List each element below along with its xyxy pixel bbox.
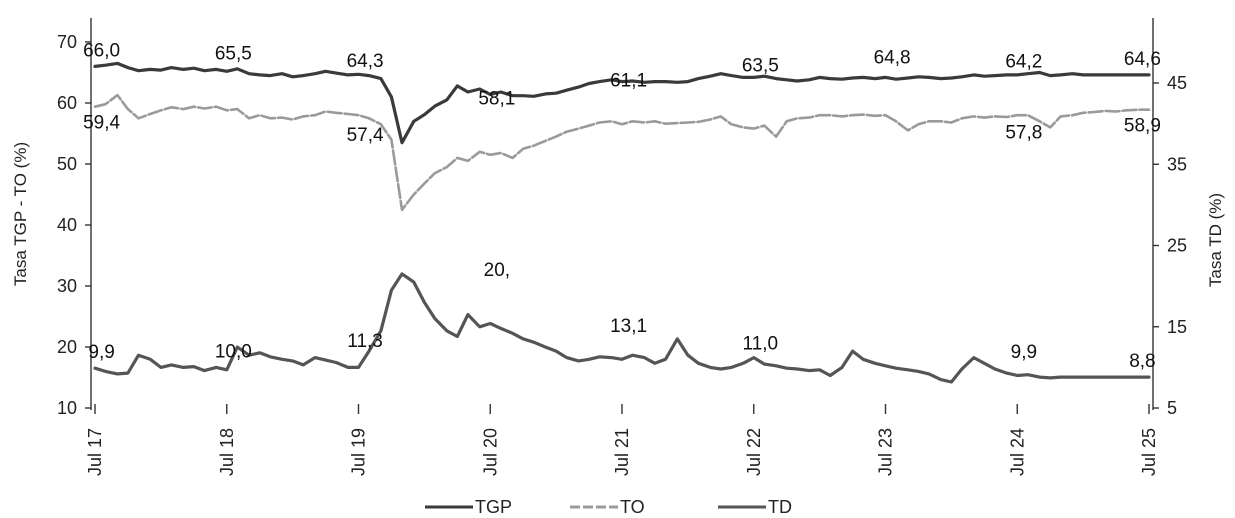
x-axis-ticks: Jul 17 Jul 18 Jul 19 Jul 20 Jul 21 Jul 22 Jul …: [85, 404, 1159, 476]
data-label-tgp: 61,1: [610, 70, 647, 91]
data-label-to: 57,8: [1005, 122, 1042, 143]
left-axis-title: Tasa TGP - TO (%): [11, 142, 30, 286]
left-tick-label: 60: [57, 93, 77, 113]
right-tick-label: 5: [1167, 398, 1177, 418]
left-tick-label: 10: [57, 398, 77, 418]
right-tick-label: 15: [1167, 317, 1187, 337]
right-tick-label: 25: [1167, 236, 1187, 256]
data-label-to: 59,4: [83, 113, 120, 134]
right-axis-title: Tasa TD (%): [1206, 193, 1225, 287]
x-tick-label: Jul 18: [217, 428, 237, 476]
right-tick-label: 35: [1167, 154, 1187, 174]
data-label-td: 11,0: [743, 333, 779, 354]
x-tick-label: Jul 17: [85, 428, 105, 476]
data-label-tgp: 63,5: [742, 56, 779, 77]
legend: TGP TO TD: [425, 497, 792, 517]
right-y-ticks: 5 15 25 35 45: [1153, 73, 1187, 418]
data-label-tgp: 64,6: [1124, 49, 1161, 70]
left-y-ticks: 10 20 30 40 50 60 70: [57, 32, 91, 418]
x-tick-label: Jul 21: [612, 428, 632, 476]
series-line-td: [93, 272, 1151, 384]
left-tick-label: 40: [57, 215, 77, 235]
series-lines: [93, 61, 1151, 384]
x-tick-label: Jul 20: [480, 428, 500, 476]
series-line-tgp: [93, 61, 1151, 145]
data-label-tgp: 66,0: [83, 40, 120, 61]
data-label-td: 11,3: [347, 331, 383, 352]
legend-label-td: TD: [768, 497, 792, 517]
left-tick-label: 30: [57, 276, 77, 296]
left-tick-label: 20: [57, 337, 77, 357]
data-label-td: 9,9: [88, 342, 114, 363]
data-label-td: 8,8: [1129, 351, 1155, 372]
data-label-tgp: 64,3: [347, 51, 384, 72]
data-label-td: 20,: [484, 260, 510, 281]
x-tick-label: Jul 25: [1139, 428, 1159, 476]
data-label-td: 10,0: [215, 341, 252, 362]
left-tick-label: 50: [57, 154, 77, 174]
x-tick-label: Jul 23: [876, 428, 896, 476]
data-label-tgp: 64,8: [874, 48, 911, 69]
data-label-to: 57,4: [347, 125, 384, 146]
data-label-tgp: 58,1: [478, 89, 515, 110]
series-line-to: [93, 93, 1151, 212]
data-label-td: 9,9: [1011, 342, 1037, 363]
left-tick-label: 70: [57, 32, 77, 52]
data-label-tgp: 65,5: [215, 43, 252, 64]
data-label-to: 58,9: [1124, 116, 1161, 137]
data-label-td: 13,1: [610, 316, 647, 337]
x-tick-label: Jul 22: [744, 428, 764, 476]
legend-label-tgp: TGP: [475, 497, 512, 517]
x-tick-label: Jul 24: [1007, 428, 1027, 476]
legend-label-to: TO: [620, 497, 645, 517]
right-tick-label: 45: [1167, 73, 1187, 93]
data-labels: 66,0 65,5 64,3 58,1 61,1 63,5 64,8 64,2 64,6 59,4…: [83, 40, 1161, 372]
data-label-tgp: 64,2: [1005, 51, 1042, 72]
x-tick-label: Jul 19: [349, 428, 369, 476]
